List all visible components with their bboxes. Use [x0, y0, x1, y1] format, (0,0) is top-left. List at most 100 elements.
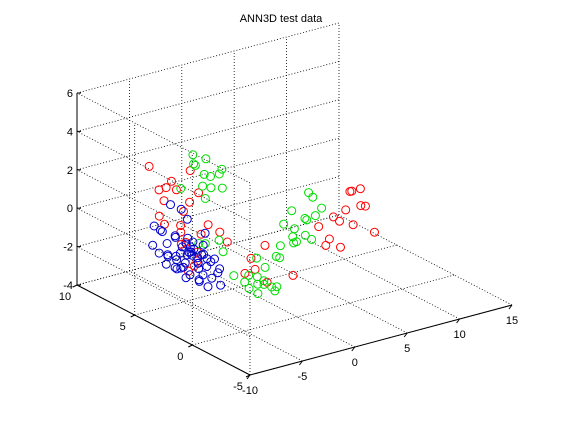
data-point-series-2 — [259, 279, 269, 289]
data-point-series-3 — [202, 254, 212, 264]
data-point-series-2 — [206, 183, 216, 193]
z-tick-label: -2 — [63, 242, 73, 254]
data-point-series-3 — [207, 273, 217, 283]
data-point-series-3 — [172, 264, 182, 274]
data-point-series-2 — [279, 219, 289, 229]
data-point-series-3 — [149, 221, 159, 231]
data-point-series-2 — [176, 184, 186, 193]
floor-grid-x — [129, 270, 303, 362]
data-point-series-2 — [270, 286, 280, 296]
floor-grid-x — [181, 256, 355, 348]
data-point-series-2 — [252, 253, 262, 263]
y-tick-mark — [130, 314, 135, 318]
data-point-series-1 — [203, 220, 213, 230]
z-tick-label: -4 — [63, 280, 73, 292]
data-point-series-2 — [253, 289, 263, 299]
data-point-series-2 — [194, 239, 204, 248]
data-point-series-1 — [144, 161, 154, 171]
data-point-series-1 — [370, 227, 379, 237]
chart-title: ANN3D test data — [240, 13, 323, 25]
data-point-series-1 — [321, 240, 331, 250]
data-point-series-3 — [171, 251, 181, 261]
floor-grid-x — [286, 228, 460, 320]
back-wall-grid-z — [76, 214, 340, 286]
x-tick-label: 10 — [453, 329, 465, 341]
data-point-series-2 — [289, 238, 299, 248]
back-wall-grid-z — [76, 99, 340, 171]
data-point-series-1 — [179, 206, 188, 216]
x-tick-label: 15 — [506, 315, 518, 327]
data-point-series-1 — [314, 222, 324, 232]
data-point-series-3 — [157, 227, 167, 237]
data-point-series-1 — [246, 253, 256, 263]
data-point-series-2 — [288, 232, 298, 242]
data-point-series-2 — [307, 234, 317, 244]
data-point-series-2 — [310, 211, 320, 221]
data-point-series-1 — [360, 201, 370, 211]
data-point-series-1 — [341, 205, 351, 215]
left-wall-grid-z — [76, 169, 251, 261]
data-point-series-2 — [198, 181, 208, 191]
data-point-series-3 — [181, 273, 191, 283]
data-points — [144, 150, 379, 299]
data-point-series-2 — [259, 276, 269, 286]
y-tick-label: 10 — [59, 291, 71, 303]
data-point-series-1 — [335, 216, 344, 226]
data-point-series-2 — [287, 206, 297, 216]
back-wall-grid-z — [76, 176, 340, 247]
data-point-series-3 — [161, 259, 171, 269]
x-tick-label: -5 — [298, 371, 308, 383]
y-tick-mark — [245, 374, 251, 378]
data-point-series-2 — [260, 262, 270, 272]
floor-grid-y — [134, 244, 397, 316]
data-point-series-2 — [217, 183, 227, 193]
data-point-series-1 — [288, 270, 298, 280]
x-tick-label: 0 — [352, 357, 358, 369]
data-point-series-1 — [185, 197, 195, 207]
data-point-series-1 — [347, 186, 357, 196]
data-point-series-3 — [166, 200, 175, 210]
data-point-series-2 — [218, 247, 228, 257]
left-wall-grid-z — [76, 246, 251, 337]
data-point-series-3 — [203, 282, 213, 292]
x-tick-label: -10 — [242, 385, 258, 397]
y-tick-label: -5 — [233, 381, 243, 393]
data-point-series-1 — [154, 211, 164, 221]
x-axis-line — [249, 304, 513, 376]
z-tick-label: 2 — [67, 165, 73, 177]
data-point-series-3 — [198, 240, 208, 250]
y-axis-line — [76, 284, 251, 376]
data-point-series-1 — [159, 196, 169, 206]
data-point-series-3 — [176, 204, 186, 214]
x-tick-label: 5 — [404, 343, 410, 355]
data-point-series-1 — [194, 188, 204, 198]
data-point-series-2 — [189, 159, 199, 169]
data-point-series-3 — [155, 225, 165, 235]
floor-grid-y — [192, 274, 455, 346]
data-point-series-3 — [183, 233, 193, 243]
z-tick-label: 4 — [67, 126, 73, 138]
data-point-series-3 — [170, 231, 180, 241]
data-point-series-2 — [199, 169, 209, 179]
back-wall-grid-z — [76, 61, 340, 132]
y-tick-label: 0 — [177, 351, 183, 363]
data-point-series-2 — [300, 230, 310, 240]
left-wall-grid-z — [76, 207, 251, 299]
data-point-series-3 — [182, 214, 192, 224]
data-point-series-3 — [148, 240, 158, 250]
data-point-series-3 — [215, 264, 225, 274]
data-point-series-1 — [161, 183, 171, 193]
y-tick-mark — [188, 344, 193, 348]
data-point-series-3 — [170, 262, 180, 272]
data-point-series-2 — [229, 271, 239, 281]
data-point-series-1 — [260, 240, 270, 250]
x-tick-mark — [298, 360, 303, 366]
data-point-series-2 — [317, 203, 327, 213]
data-point-series-3 — [176, 263, 186, 273]
data-point-series-2 — [275, 241, 285, 251]
data-point-series-2 — [190, 160, 200, 170]
data-point-series-2 — [200, 194, 210, 203]
data-point-series-2 — [206, 172, 215, 181]
